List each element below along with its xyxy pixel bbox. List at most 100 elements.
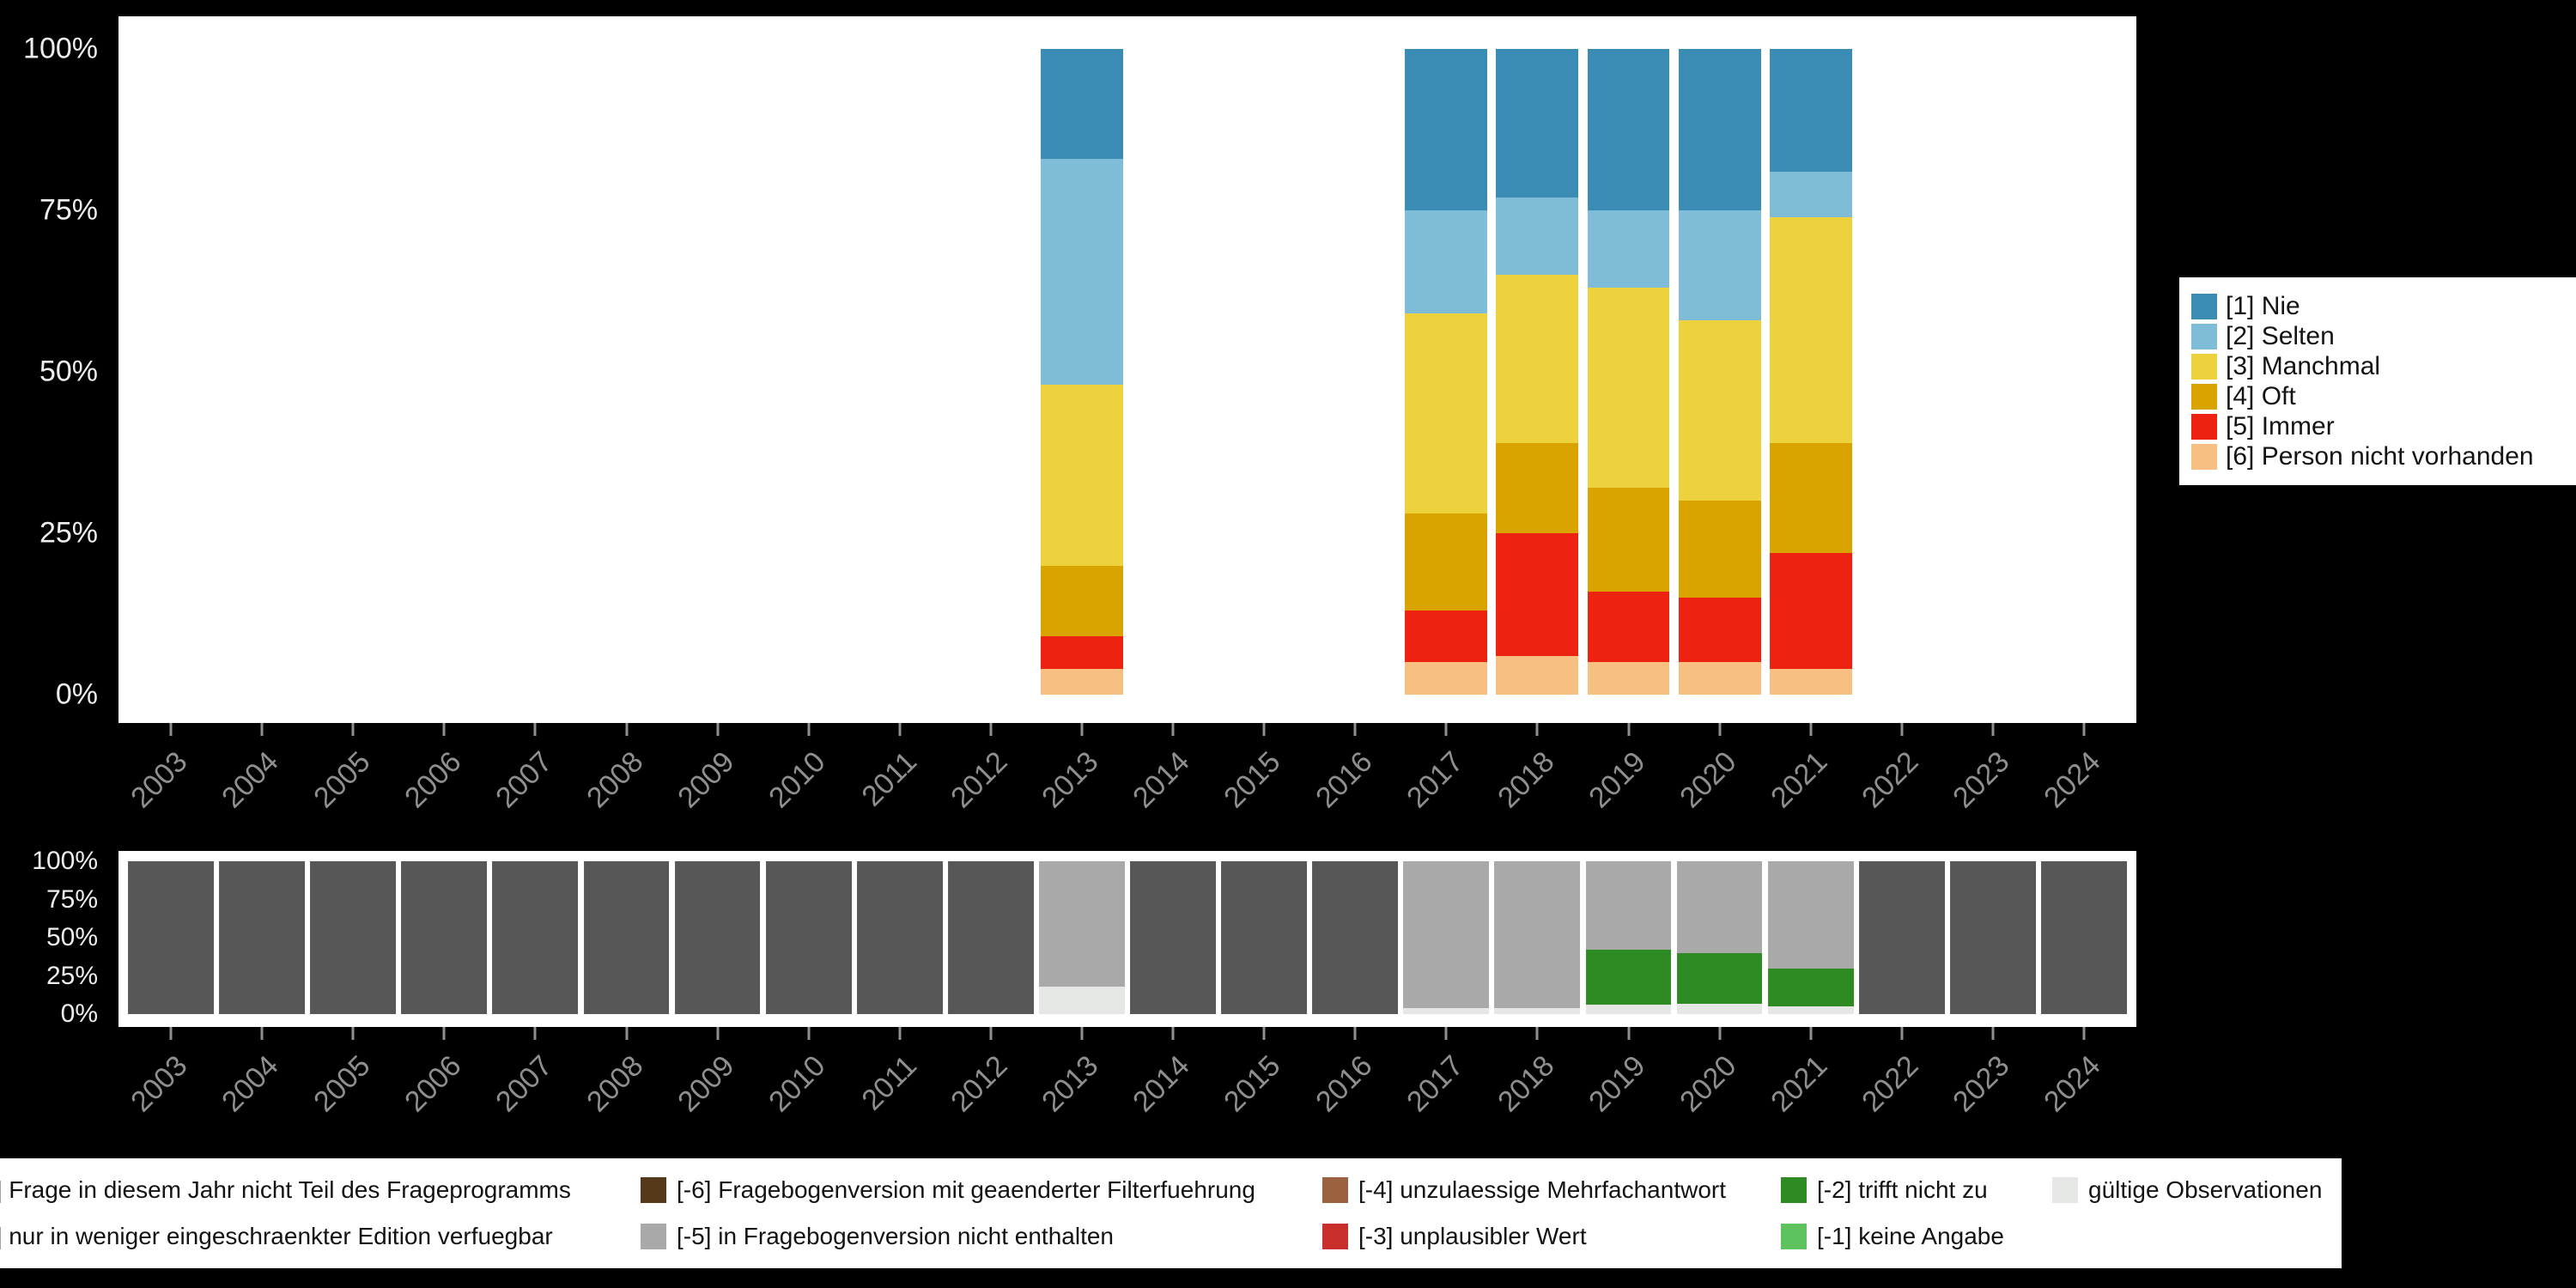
year-label: 2020 <box>1674 745 1743 815</box>
bar-segment <box>1130 861 1216 1014</box>
year-label: 2022 <box>1856 745 1925 815</box>
bar-2011 <box>856 861 943 1014</box>
x-tick <box>1535 1027 1539 1040</box>
bar-segment <box>1403 1007 1490 1014</box>
missing-chart-legend: [-8] Frage in diesem Jahr nicht Teil des… <box>0 1158 2342 1268</box>
bar-segment <box>492 861 579 1014</box>
bar-segment <box>1585 861 1672 951</box>
legend-label: [-4] unzulaessige Mehrfachantwort <box>1358 1176 1726 1203</box>
y-tick-label: 100% <box>32 847 98 875</box>
y-tick-label: 50% <box>39 355 98 388</box>
x-tick <box>989 723 993 736</box>
year-label: 2024 <box>2038 745 2107 815</box>
legend-item: [-8] Frage in diesem Jahr nicht Teil des… <box>0 1172 571 1208</box>
x-tick <box>1900 1027 1904 1040</box>
bar-2010 <box>765 861 852 1014</box>
main-chart-plot-area <box>118 16 2136 723</box>
bar-2021 <box>1767 861 1854 1014</box>
bar-segment <box>1040 385 1123 566</box>
bar-2013 <box>1040 49 1123 695</box>
bar-2014 <box>1130 861 1216 1014</box>
bar-segment <box>1769 442 1852 553</box>
x-tick <box>1627 1027 1630 1040</box>
bar-segment <box>1405 210 1488 314</box>
bar-2004 <box>219 861 306 1014</box>
bar-segment <box>856 861 943 1014</box>
x-tick <box>1809 1027 1813 1040</box>
year-label: 2017 <box>1400 1049 1470 1119</box>
x-tick <box>533 723 537 736</box>
bar-2018 <box>1494 861 1581 1014</box>
x-tick <box>1991 723 1995 736</box>
year-label: 2023 <box>1947 1049 2016 1119</box>
bar-segment <box>1678 210 1761 320</box>
year-label: 2008 <box>580 745 650 815</box>
bar-2018 <box>1496 49 1579 695</box>
year-label: 2012 <box>945 1049 1014 1119</box>
legend-item: [-6] Fragebogenversion mit geaenderter F… <box>641 1172 1255 1208</box>
x-tick <box>1353 723 1357 736</box>
bar-2012 <box>947 861 1034 1014</box>
bar-2021 <box>1769 49 1852 695</box>
x-tick <box>1171 723 1175 736</box>
bar-2003 <box>128 861 214 1014</box>
year-label: 2003 <box>125 1049 194 1119</box>
x-tick <box>989 1027 993 1040</box>
x-tick <box>807 723 811 736</box>
year-label: 2023 <box>1947 745 2016 815</box>
bar-segment <box>947 861 1034 1014</box>
legend-item: [-4] unzulaessige Mehrfachantwort <box>1322 1172 1726 1208</box>
bar-2015 <box>1221 861 1308 1014</box>
year-label: 2009 <box>671 745 741 815</box>
bar-segment <box>1587 210 1670 289</box>
y-tick-label: 25% <box>46 961 98 990</box>
bar-segment <box>1039 861 1125 987</box>
bar-segment <box>1496 442 1579 533</box>
bar-segment <box>1403 861 1490 1008</box>
year-label: 2009 <box>671 1049 741 1119</box>
legend-item: [-7] nur in weniger eingeschraenkter Edi… <box>0 1218 553 1255</box>
bar-segment <box>1405 611 1488 663</box>
bar-2020 <box>1678 49 1761 695</box>
bar-segment <box>1587 288 1670 489</box>
bar-segment <box>219 861 306 1014</box>
year-label: 2021 <box>1765 745 1834 815</box>
year-label: 2003 <box>125 745 194 815</box>
x-tick <box>1718 723 1722 736</box>
bar-segment <box>1676 1003 1763 1014</box>
y-tick-label: 75% <box>39 193 98 227</box>
legend-label: [-1] keine Angabe <box>1817 1223 2004 1249</box>
missing-chart-y-axis: 0% 25% 50% 75% 100% <box>0 847 108 1028</box>
bar-segment <box>1040 158 1123 386</box>
legend-swatch <box>2052 1177 2078 1203</box>
x-tick <box>1900 723 1904 736</box>
main-chart-y-axis: 0% 25% 50% 75% 100% <box>0 33 108 711</box>
legend-label: [-5] in Fragebogenversion nicht enthalte… <box>677 1223 1114 1249</box>
bar-segment <box>1767 1006 1854 1014</box>
x-tick <box>442 1027 446 1040</box>
year-label: 2010 <box>762 1049 832 1119</box>
bar-segment <box>1769 216 1852 443</box>
year-label: 2013 <box>1036 1049 1105 1119</box>
year-label: 2014 <box>1127 745 1196 815</box>
x-tick <box>1262 723 1266 736</box>
legend-label: [6] Person nicht vorhanden <box>2226 441 2534 471</box>
bar-segment <box>1494 861 1581 1008</box>
x-tick <box>625 1027 628 1040</box>
year-label: 2012 <box>945 745 1014 815</box>
legend-item: [-3] unplausibler Wert <box>1322 1218 1587 1255</box>
legend-swatch <box>2191 323 2217 349</box>
bar-segment <box>1676 952 1763 1004</box>
bar-2017 <box>1405 49 1488 695</box>
year-label: 2019 <box>1583 745 1652 815</box>
x-tick <box>169 723 173 736</box>
x-tick <box>351 723 355 736</box>
bar-segment <box>1767 861 1854 969</box>
x-tick <box>442 723 446 736</box>
bar-2005 <box>310 861 397 1014</box>
bar-segment <box>1767 968 1854 1007</box>
year-label: 2016 <box>1309 1049 1379 1119</box>
bar-segment <box>1769 49 1852 172</box>
bar-segment <box>674 861 761 1014</box>
year-label: 2018 <box>1491 745 1561 815</box>
